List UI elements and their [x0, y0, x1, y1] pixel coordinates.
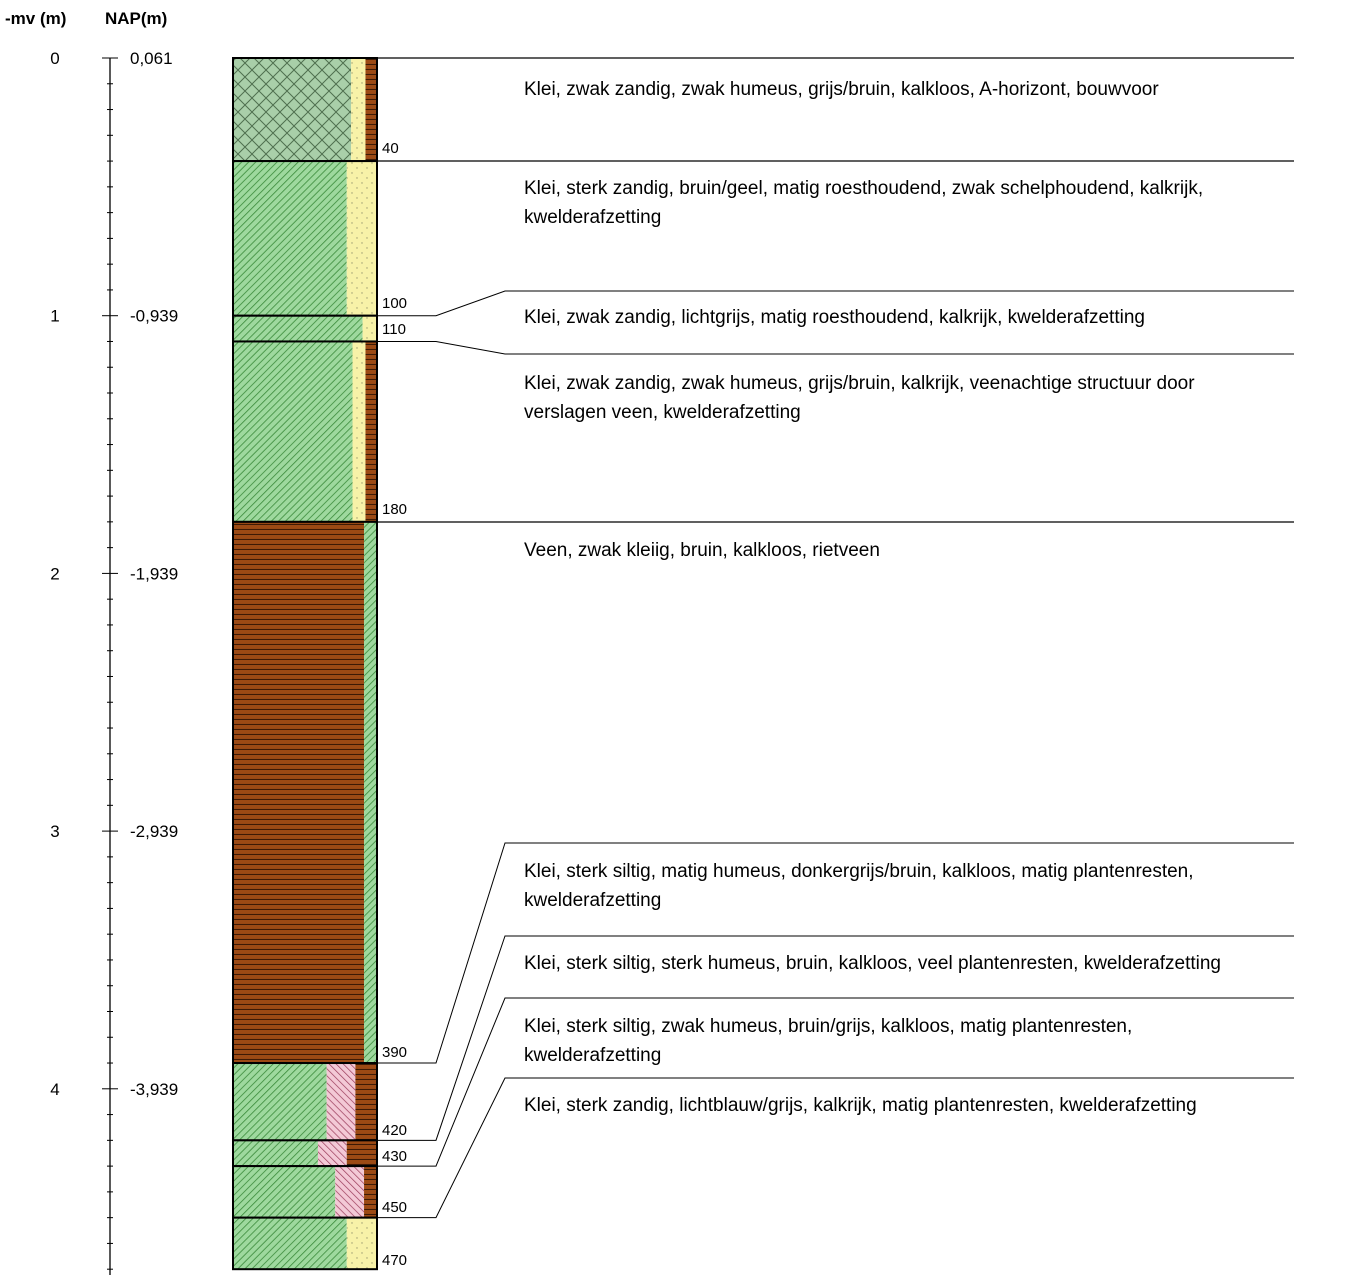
depth-label: 40 — [382, 140, 399, 157]
depth-label: 430 — [382, 1148, 407, 1165]
mv-tick-label: 3 — [50, 822, 59, 841]
layer-description: Klei, sterk siltig, matig humeus, donker… — [524, 861, 1194, 911]
leader-line — [377, 842, 1294, 1064]
leader-line — [377, 340, 1294, 355]
fill-sand — [351, 58, 366, 162]
depth-label: 470 — [382, 1252, 407, 1269]
mv-tick-label: 4 — [50, 1080, 59, 1099]
fill-silt — [326, 1063, 356, 1141]
fill-clay — [364, 521, 377, 1064]
header-nap: NAP(m) — [105, 9, 167, 28]
fill-topsoil — [233, 58, 352, 162]
fill-clay — [233, 1166, 336, 1218]
fill-clay — [233, 161, 347, 316]
depth-axis: 0 1 2 3 4 0,061 -0,939 -1,939 -2,939 -3,939 — [50, 49, 178, 1275]
mv-tick-label: 1 — [50, 307, 59, 326]
depth-label: 100 — [382, 295, 407, 312]
fill-sand — [346, 1217, 377, 1270]
mv-tick-label: 0 — [50, 49, 59, 68]
mv-tick-label: 2 — [50, 564, 59, 583]
fill-peat — [233, 521, 365, 1064]
layer-description: Klei, zwak zandig, zwak humeus, grijs/br… — [524, 373, 1195, 423]
layer-description: Klei, sterk zandig, bruin/geel, matig ro… — [524, 178, 1203, 228]
fill-clay — [233, 1217, 347, 1270]
nap-tick-label: 0,061 — [130, 49, 173, 68]
layer-description: Klei, zwak zandig, zwak humeus, grijs/br… — [524, 79, 1159, 100]
fill-clay — [233, 1140, 318, 1167]
fill-silt — [335, 1166, 365, 1218]
leader-line — [377, 1077, 1294, 1219]
fill-clay — [233, 341, 353, 522]
header-mv: -mv (m) — [5, 9, 66, 28]
fill-sand — [346, 161, 377, 316]
layer-description: Veen, zwak kleiig, bruin, kalkloos, riet… — [524, 540, 880, 561]
fill-silt — [317, 1140, 347, 1167]
nap-tick-label: -0,939 — [130, 307, 178, 326]
layer-description: Klei, sterk siltig, sterk humeus, bruin,… — [524, 953, 1221, 974]
fill-sand — [362, 315, 377, 342]
leader-line — [377, 290, 1294, 317]
depth-label: 110 — [382, 321, 406, 338]
leader-line — [377, 935, 1294, 1141]
fill-peat — [365, 341, 377, 522]
depth-label: 180 — [382, 501, 407, 518]
fill-sand — [352, 341, 366, 522]
fill-clay — [233, 1063, 327, 1141]
fill-peat — [346, 1140, 377, 1167]
nap-tick-label: -2,939 — [130, 822, 178, 841]
fill-peat — [365, 58, 377, 162]
layer-descriptions: Klei, zwak zandig, zwak humeus, grijs/br… — [377, 57, 1294, 1269]
layer-description: Klei, sterk siltig, zwak humeus, bruin/g… — [524, 1016, 1132, 1066]
layer-description: Klei, sterk zandig, lichtblauw/grijs, ka… — [524, 1095, 1197, 1116]
nap-tick-label: -3,939 — [130, 1080, 178, 1099]
fill-clay — [233, 315, 363, 342]
nap-tick-label: -1,939 — [130, 564, 178, 583]
depth-label: 450 — [382, 1199, 407, 1216]
fill-peat — [364, 1166, 377, 1218]
layer-description: Klei, zwak zandig, lichtgrijs, matig roe… — [524, 307, 1145, 328]
depth-label: 390 — [382, 1044, 407, 1061]
fill-peat — [355, 1063, 377, 1141]
layer-block — [232, 1216, 378, 1271]
leader-line — [377, 997, 1294, 1167]
soil-column — [232, 57, 378, 1271]
depth-label: 420 — [382, 1122, 407, 1139]
